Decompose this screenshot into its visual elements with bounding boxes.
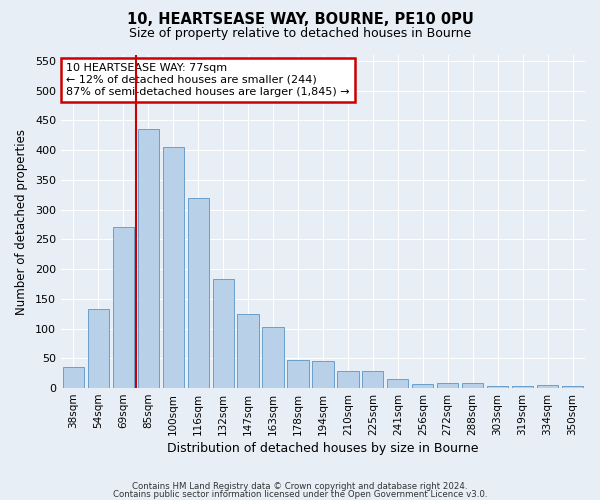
Bar <box>387 379 409 388</box>
Bar <box>137 130 159 388</box>
Bar <box>238 314 259 388</box>
Bar <box>412 384 433 388</box>
Bar <box>163 147 184 388</box>
Bar <box>437 382 458 388</box>
Text: Size of property relative to detached houses in Bourne: Size of property relative to detached ho… <box>129 28 471 40</box>
Bar <box>512 386 533 388</box>
Text: Contains HM Land Registry data © Crown copyright and database right 2024.: Contains HM Land Registry data © Crown c… <box>132 482 468 491</box>
Bar <box>188 198 209 388</box>
Text: 10 HEARTSEASE WAY: 77sqm
← 12% of detached houses are smaller (244)
87% of semi-: 10 HEARTSEASE WAY: 77sqm ← 12% of detach… <box>66 64 350 96</box>
Bar <box>262 327 284 388</box>
Bar <box>537 385 558 388</box>
Bar <box>362 372 383 388</box>
X-axis label: Distribution of detached houses by size in Bourne: Distribution of detached houses by size … <box>167 442 479 455</box>
Y-axis label: Number of detached properties: Number of detached properties <box>15 128 28 314</box>
Bar <box>88 309 109 388</box>
Bar <box>337 371 359 388</box>
Bar <box>462 382 484 388</box>
Text: 10, HEARTSEASE WAY, BOURNE, PE10 0PU: 10, HEARTSEASE WAY, BOURNE, PE10 0PU <box>127 12 473 28</box>
Bar <box>562 386 583 388</box>
Bar <box>63 368 84 388</box>
Bar <box>313 362 334 388</box>
Bar <box>113 228 134 388</box>
Bar <box>287 360 308 388</box>
Text: Contains public sector information licensed under the Open Government Licence v3: Contains public sector information licen… <box>113 490 487 499</box>
Bar <box>487 386 508 388</box>
Bar <box>212 279 234 388</box>
